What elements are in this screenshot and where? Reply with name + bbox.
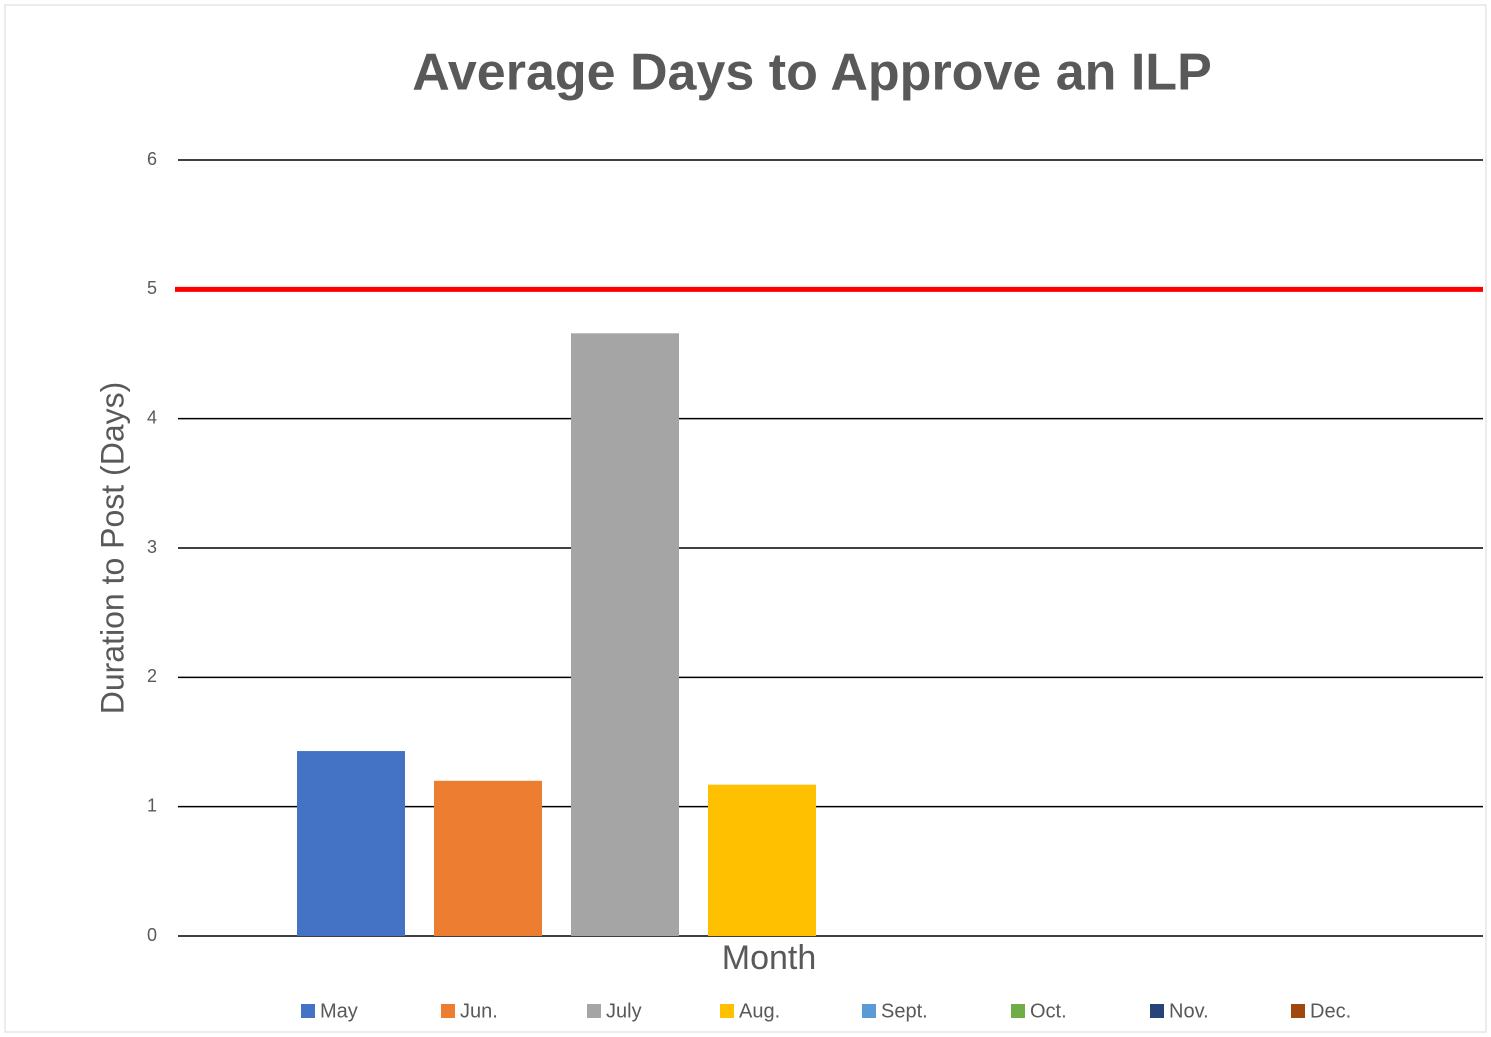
legend-label: Jun.: [460, 1000, 498, 1022]
legend-label: Nov.: [1169, 1000, 1209, 1022]
y-tick-label: 1: [147, 795, 157, 815]
legend-swatch: [1011, 1004, 1025, 1018]
y-tick-label: 6: [147, 149, 157, 169]
bar: [434, 780, 542, 936]
legend-swatch: [1150, 1004, 1164, 1018]
legend-swatch: [587, 1004, 601, 1018]
legend-label: Sept.: [881, 1000, 928, 1022]
legend-swatch: [862, 1004, 876, 1018]
legend-label: Dec.: [1310, 1000, 1351, 1022]
y-tick-label: 4: [147, 407, 157, 427]
y-axis-title: Duration to Post (Days): [94, 382, 130, 715]
x-axis-title: Month: [722, 939, 817, 977]
legend-label: July: [606, 1000, 642, 1022]
chart-title: Average Days to Approve an ILP: [412, 44, 1212, 102]
y-tick-label: 3: [147, 537, 157, 557]
legend-label: May: [320, 1000, 358, 1022]
legend-swatch: [301, 1004, 315, 1018]
bar: [297, 751, 405, 936]
bar: [708, 784, 816, 936]
legend-label: Oct.: [1030, 1000, 1067, 1022]
legend-label: Aug.: [739, 1000, 780, 1022]
y-tick-label: 0: [147, 925, 157, 945]
y-tick-label: 2: [147, 666, 157, 686]
y-tick-label: 5: [147, 278, 157, 298]
legend-swatch: [720, 1004, 734, 1018]
legend-swatch: [1291, 1004, 1305, 1018]
bar: [571, 333, 679, 937]
legend-swatch: [441, 1004, 455, 1018]
